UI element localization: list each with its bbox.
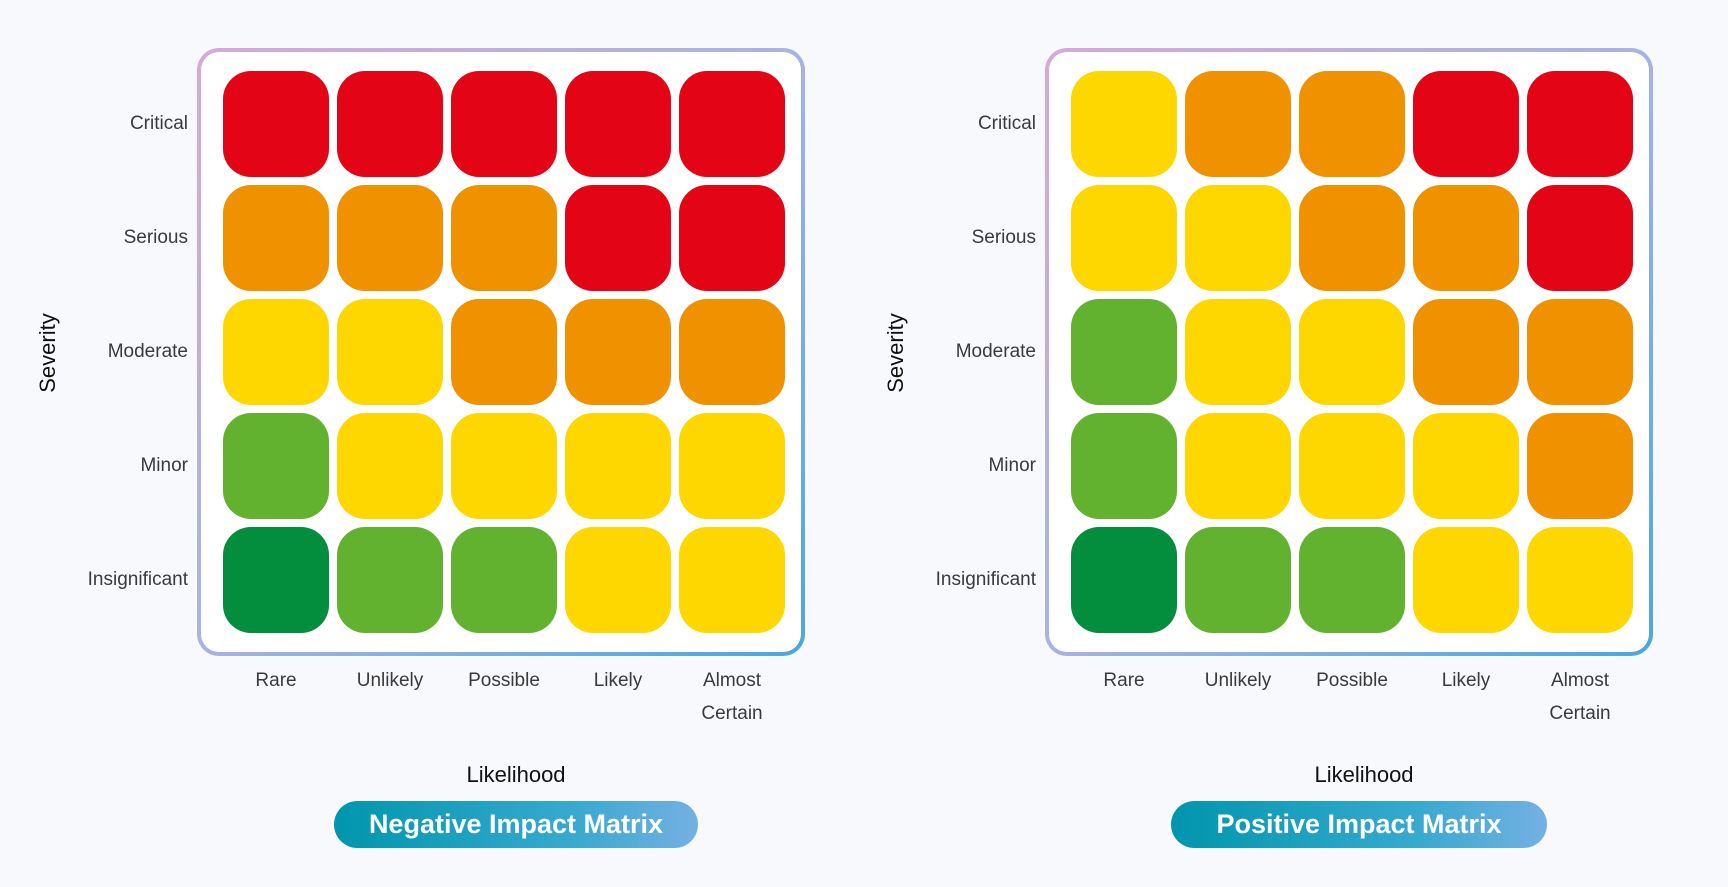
row-label-minor: Minor (140, 455, 188, 476)
cell-critical-possible (1299, 71, 1405, 177)
cell-minor-almost-certain (1527, 413, 1633, 519)
column-label-rare: Rare (255, 670, 297, 691)
cell-serious-likely (565, 185, 671, 291)
matrix-grid (223, 71, 785, 633)
cell-serious-unlikely (337, 185, 443, 291)
column-label-possible: Possible (468, 670, 540, 691)
row-label-moderate: Moderate (955, 341, 1036, 362)
x-axis-label: Likelihood (466, 762, 566, 787)
cell-moderate-almost-certain (1527, 299, 1633, 405)
cell-moderate-unlikely (1185, 299, 1291, 405)
cell-serious-almost-certain (1527, 185, 1633, 291)
cell-moderate-rare (1071, 299, 1177, 405)
cell-serious-almost-certain (679, 185, 785, 291)
cell-insignificant-rare (1071, 527, 1177, 633)
cell-moderate-possible (451, 299, 557, 405)
cell-critical-almost-certain (1527, 71, 1633, 177)
matrix-frame (1045, 48, 1653, 656)
row-label-serious: Serious (971, 227, 1036, 248)
cell-insignificant-likely (1413, 527, 1519, 633)
row-label-insignificant: Insignificant (935, 569, 1036, 590)
cell-insignificant-rare (223, 527, 329, 633)
cell-critical-likely (565, 71, 671, 177)
cell-minor-possible (451, 413, 557, 519)
cell-critical-almost-certain (679, 71, 785, 177)
cell-serious-unlikely (1185, 185, 1291, 291)
column-label-likely: Likely (1441, 670, 1491, 691)
row-label-minor: Minor (988, 455, 1036, 476)
cell-moderate-almost-certain (679, 299, 785, 405)
x-axis-label: Likelihood (1314, 762, 1414, 787)
column-label-unlikely: Unlikely (356, 670, 424, 691)
column-label-likely: Likely (593, 670, 643, 691)
cell-serious-possible (451, 185, 557, 291)
cell-insignificant-almost-certain (1527, 527, 1633, 633)
cell-minor-likely (1413, 413, 1519, 519)
cell-minor-likely (565, 413, 671, 519)
cell-serious-possible (1299, 185, 1405, 291)
cell-insignificant-likely (565, 527, 671, 633)
cell-insignificant-possible (451, 527, 557, 633)
cell-minor-almost-certain (679, 413, 785, 519)
column-label-possible: Possible (1316, 670, 1388, 691)
cell-critical-rare (1071, 71, 1177, 177)
column-label-almost-certain: Almost Certain (1549, 670, 1611, 724)
matrix-title-badge: Negative Impact Matrix (334, 801, 698, 848)
cell-moderate-unlikely (337, 299, 443, 405)
matrix-title-badge: Positive Impact Matrix (1171, 801, 1547, 848)
cell-minor-rare (1071, 413, 1177, 519)
cell-moderate-likely (1413, 299, 1519, 405)
matrix-grid (1071, 71, 1633, 633)
cell-moderate-rare (223, 299, 329, 405)
row-label-critical: Critical (129, 113, 188, 134)
cell-serious-likely (1413, 185, 1519, 291)
cell-insignificant-almost-certain (679, 527, 785, 633)
cell-minor-unlikely (337, 413, 443, 519)
cell-moderate-likely (565, 299, 671, 405)
column-label-almost-certain: Almost Certain (701, 670, 763, 724)
row-label-critical: Critical (977, 113, 1036, 134)
column-label-rare: Rare (1103, 670, 1145, 691)
cell-minor-rare (223, 413, 329, 519)
matrix-frame (197, 48, 805, 656)
cell-moderate-possible (1299, 299, 1405, 405)
cell-serious-rare (1071, 185, 1177, 291)
positive-impact-matrix: Severity Critical Serious Moderate Minor Ins… (848, 0, 1712, 887)
row-label-insignificant: Insignificant (87, 569, 188, 590)
cell-critical-possible (451, 71, 557, 177)
cell-minor-unlikely (1185, 413, 1291, 519)
cell-critical-unlikely (1185, 71, 1291, 177)
row-label-serious: Serious (123, 227, 188, 248)
cell-minor-possible (1299, 413, 1405, 519)
cell-insignificant-unlikely (1185, 527, 1291, 633)
cell-insignificant-unlikely (337, 527, 443, 633)
cell-insignificant-possible (1299, 527, 1405, 633)
cell-critical-unlikely (337, 71, 443, 177)
cell-critical-rare (223, 71, 329, 177)
cell-critical-likely (1413, 71, 1519, 177)
negative-impact-matrix: Severity Critical Serious Moderate Minor Ins… (35, 48, 805, 848)
cell-serious-rare (223, 185, 329, 291)
column-label-unlikely: Unlikely (1204, 670, 1272, 691)
row-label-moderate: Moderate (107, 341, 188, 362)
